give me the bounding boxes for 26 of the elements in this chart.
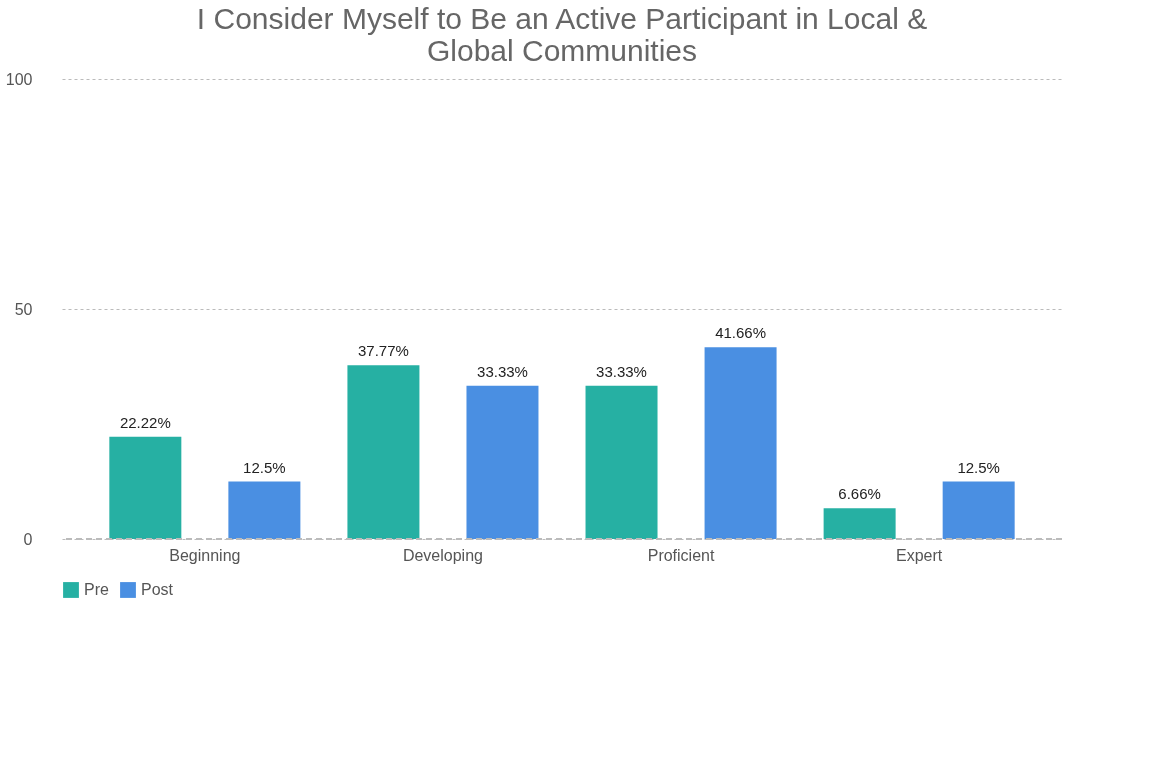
bar bbox=[704, 347, 777, 539]
data-label: 41.66% bbox=[715, 324, 767, 342]
data-label: 33.33% bbox=[596, 362, 647, 380]
bar bbox=[823, 508, 896, 539]
x-tick-label: Beginning bbox=[169, 546, 241, 564]
chart-title: I Consider Myself to Be an Active Participant in Local & Global Communities bbox=[196, 2, 928, 67]
data-label: 33.33% bbox=[477, 362, 528, 380]
y-tick-label: 100 bbox=[5, 70, 33, 88]
data-label: 37.77% bbox=[357, 342, 409, 360]
data-label: 6.66% bbox=[838, 485, 881, 503]
legend-label: Pre bbox=[84, 581, 109, 598]
x-tick-label: Developing bbox=[402, 546, 483, 564]
bar bbox=[585, 385, 658, 539]
x-tick-label: Expert bbox=[896, 546, 943, 564]
bar bbox=[109, 436, 182, 539]
data-label: 12.5% bbox=[957, 458, 1000, 476]
data-label: 12.5% bbox=[243, 458, 286, 476]
y-tick-label: 50 bbox=[14, 300, 33, 318]
data-label: 22.22% bbox=[119, 413, 171, 431]
bar bbox=[466, 385, 539, 539]
bar bbox=[942, 481, 1015, 539]
legend-label: Post bbox=[141, 581, 174, 598]
y-tick-label: 0 bbox=[23, 530, 33, 548]
bar bbox=[347, 365, 420, 539]
x-tick-label: Proficient bbox=[647, 546, 715, 564]
bar bbox=[228, 481, 301, 539]
